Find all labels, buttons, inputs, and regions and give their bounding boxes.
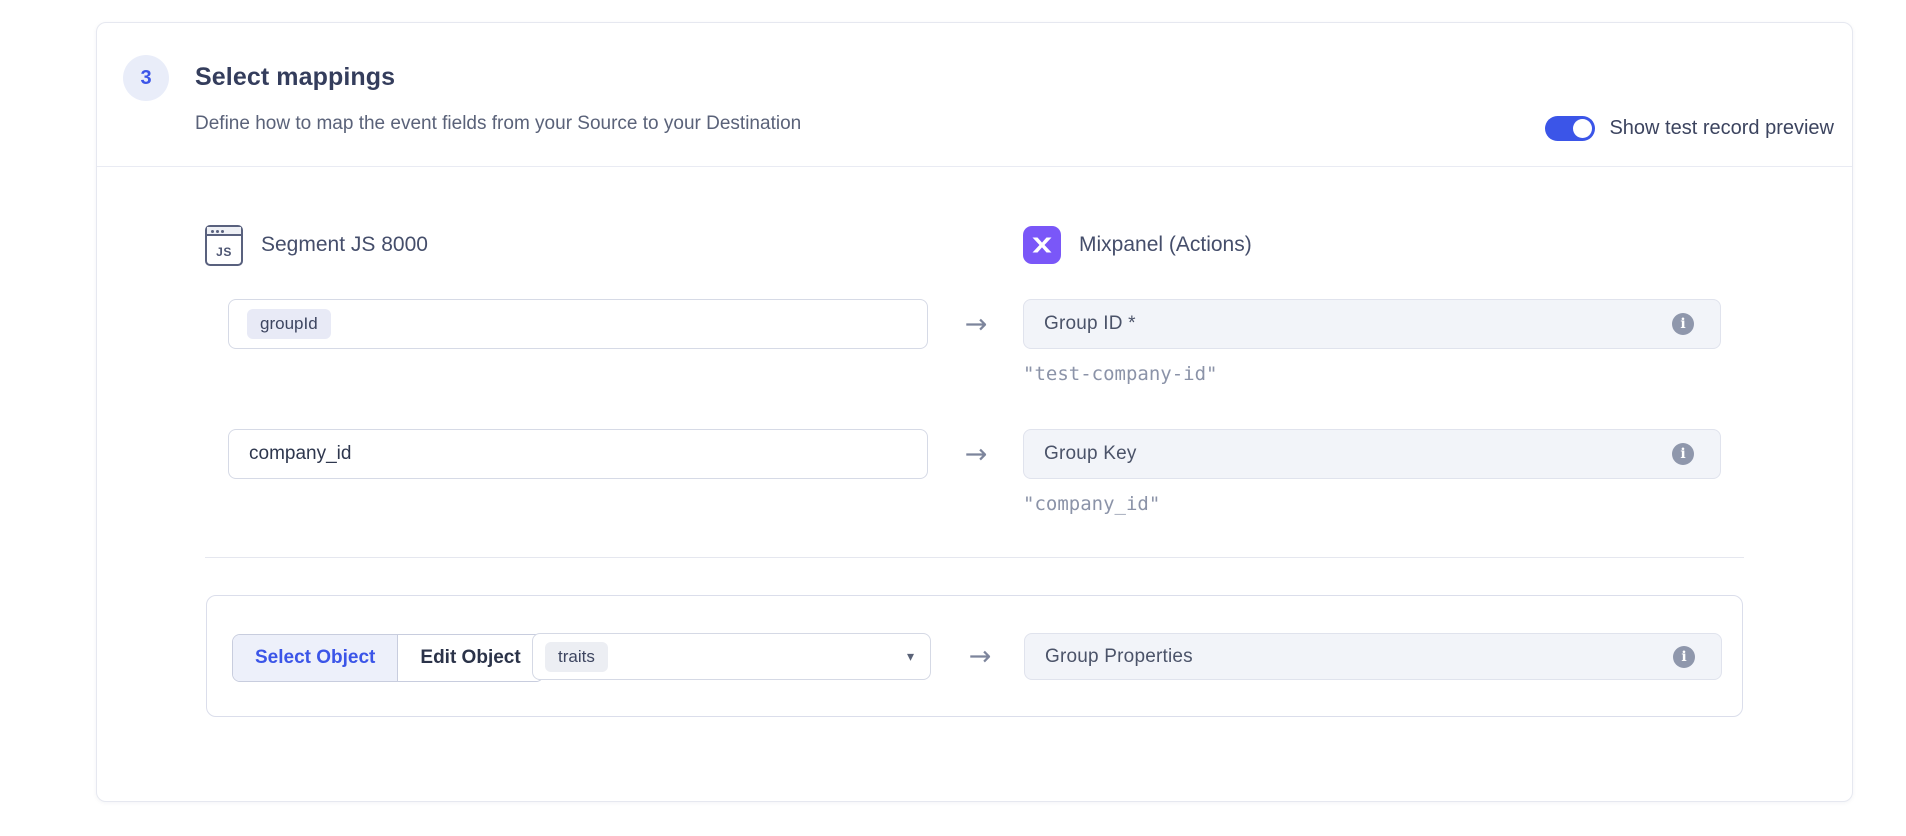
test-preview-value: "test-company-id" [1023,363,1218,385]
source-field-input-groupid[interactable]: groupId [228,299,928,349]
object-mode-button-group: Select Object Edit Object [232,634,544,682]
card-header: 3 Select mappings Define how to map the … [97,23,1852,167]
source-column-header: JS Segment JS 8000 [205,223,428,267]
object-source-dropdown[interactable]: traits ▾ [532,633,931,680]
info-icon[interactable]: i [1673,645,1695,668]
step-number: 3 [140,67,152,89]
toggle-label: Show test record preview [1609,117,1834,139]
arrow-right-icon: → [968,641,992,672]
destination-field-group-properties[interactable]: Group Properties i [1024,633,1722,680]
object-mapping-box: Select Object Edit Object traits ▾ → Gro… [206,595,1743,717]
js-browser-icon: JS [205,224,243,266]
browser-bar [207,226,241,236]
destination-name: Mixpanel (Actions) [1079,233,1252,256]
source-field-chip[interactable]: groupId [247,309,331,339]
page-title: Select mappings [195,63,396,91]
section-divider [205,557,1744,558]
destination-column-header: Mixpanel (Actions) [1023,223,1252,267]
source-field-text: company_id [249,443,352,464]
arrow-right-icon: → [964,438,988,470]
edit-object-button[interactable]: Edit Object [398,635,543,681]
js-badge-text: JS [216,245,232,259]
page-subtitle: Define how to map the event fields from … [195,113,802,134]
mapping-arrow: → [952,299,1000,349]
step-badge: 3 [123,55,169,101]
arrow-right-icon: → [964,308,988,340]
info-icon[interactable]: i [1672,313,1694,335]
mixpanel-icon [1023,226,1061,264]
destination-field-label: Group Properties [1045,645,1193,667]
source-name: Segment JS 8000 [261,233,428,256]
destination-field-label: Group Key [1044,443,1137,464]
source-field-input-company-id[interactable]: company_id [228,429,928,479]
browser-dots [211,229,214,233]
mapping-arrow: → [956,633,1004,680]
chevron-down-icon: ▾ [906,648,914,665]
test-record-preview-control: Show test record preview [1545,116,1834,141]
destination-field-group-key[interactable]: Group Key i [1023,429,1721,479]
select-object-button[interactable]: Select Object [233,635,399,681]
destination-field-label: Group ID * [1044,313,1136,334]
toggle-knob [1573,119,1593,138]
select-mappings-card: 3 Select mappings Define how to map the … [96,22,1853,802]
show-test-record-toggle[interactable] [1545,116,1596,141]
object-source-chip[interactable]: traits [545,641,608,672]
mapping-arrow: → [952,429,1000,479]
test-preview-value: "company_id" [1023,493,1161,515]
destination-field-group-id[interactable]: Group ID * i [1023,299,1721,349]
info-icon[interactable]: i [1672,443,1694,465]
